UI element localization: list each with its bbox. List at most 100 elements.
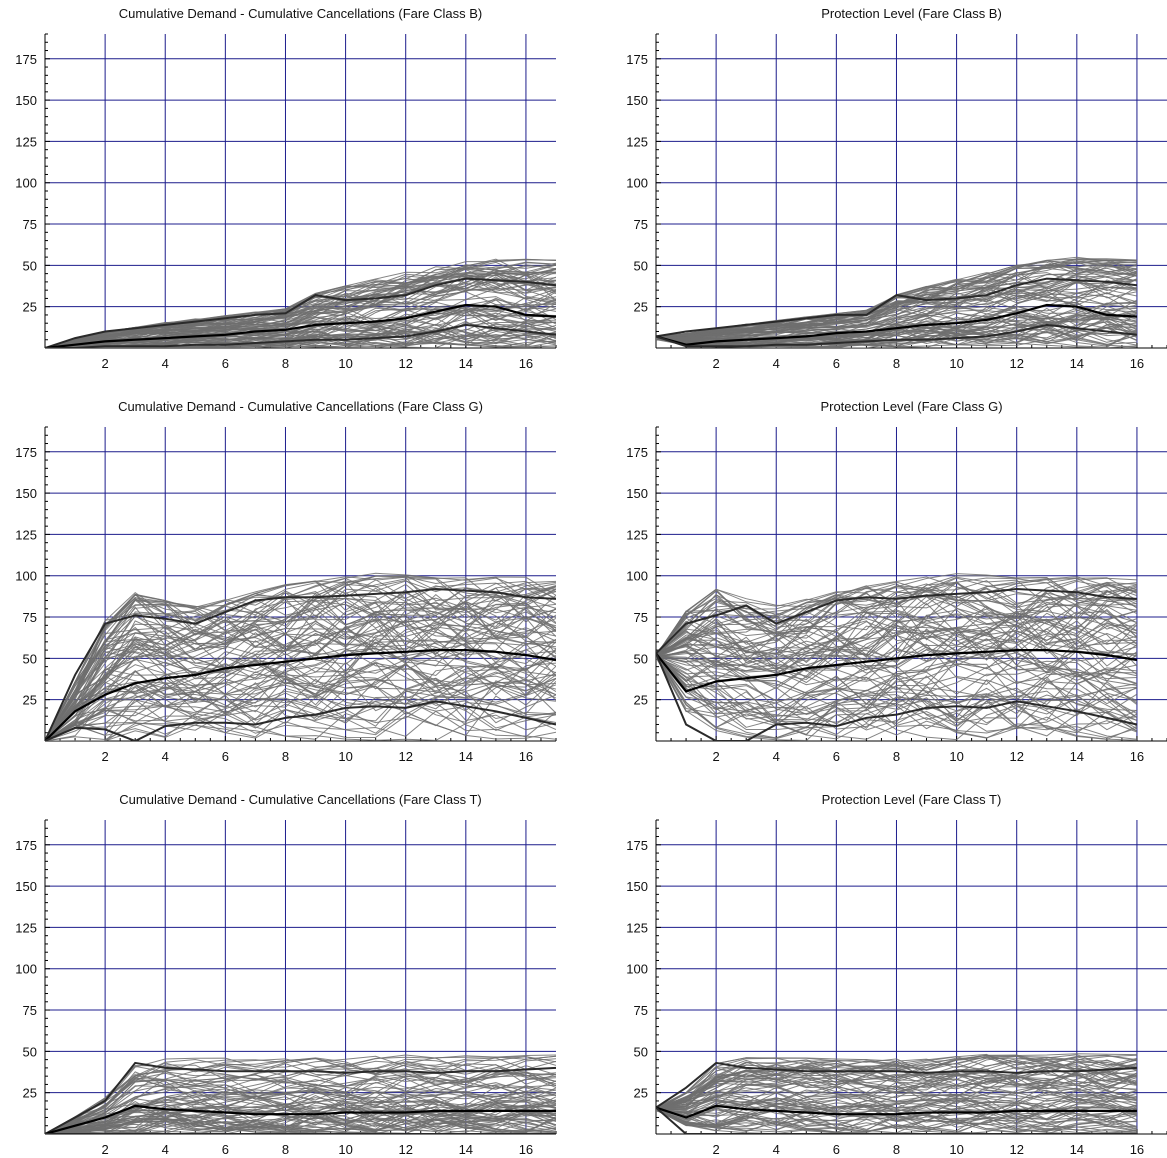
y-tick-label: 25 (23, 693, 37, 708)
trajectory-line (656, 637, 1137, 702)
trajectory-line (45, 576, 556, 741)
trajectory-line (45, 1054, 556, 1134)
series-line-mean (45, 303, 556, 348)
x-tick-label: 8 (893, 749, 900, 764)
trajectory-line (45, 577, 556, 741)
x-tick-label: 6 (833, 749, 840, 764)
panel-title: Protection Level (Fare Class T) (822, 792, 1002, 807)
series-line-mean (656, 303, 1137, 346)
series-line-upper (45, 587, 556, 741)
y-tick-label: 25 (634, 300, 648, 315)
trajectory-line (45, 672, 556, 741)
trajectory-line (656, 1091, 1138, 1118)
trajectory-line (45, 600, 556, 741)
trajectory-line (45, 268, 556, 348)
trajectory-line (656, 603, 1138, 668)
plot-area (656, 256, 1138, 348)
trajectory-line (656, 578, 1138, 656)
x-tick-label: 6 (222, 356, 229, 371)
trajectory-line (656, 580, 1137, 657)
trajectory-line (45, 324, 556, 348)
trajectory-line (45, 1100, 556, 1134)
trajectory-line (656, 1108, 1137, 1133)
x-tick-label: 4 (773, 1142, 780, 1157)
trajectory-line (45, 685, 556, 741)
x-tick-label: 14 (459, 356, 473, 371)
series-line-mean (656, 1104, 1137, 1119)
trajectory-line (45, 663, 556, 741)
trajectory-line (656, 655, 1138, 740)
y-tick-label: 100 (626, 176, 648, 191)
series-line-mean (45, 648, 556, 741)
trajectory-line (656, 573, 1138, 658)
trajectory-line (656, 1077, 1137, 1111)
trajectory-line (656, 653, 1138, 724)
y-tick-label: 150 (15, 93, 37, 108)
trajectory-line (45, 1085, 556, 1134)
trajectory-line (656, 279, 1137, 341)
x-tick-label: 2 (102, 1142, 109, 1157)
y-tick-label: 25 (634, 1086, 648, 1101)
trajectory-line (656, 292, 1138, 339)
x-tick-label: 10 (338, 749, 352, 764)
trajectory-line (656, 1054, 1137, 1110)
trajectory-line (45, 1118, 556, 1134)
trajectory-line (656, 1071, 1137, 1112)
y-tick-label: 25 (23, 1086, 37, 1101)
panel-title: Cumulative Demand - Cumulative Cancellat… (118, 399, 483, 414)
y-tick-label: 175 (626, 838, 648, 853)
y-tick-label: 175 (15, 838, 37, 853)
trajectory-line (45, 1111, 556, 1134)
x-tick-label: 12 (1009, 1142, 1023, 1157)
trajectory-line (45, 1072, 556, 1134)
x-tick-label: 4 (162, 749, 169, 764)
trajectory-line (656, 600, 1138, 659)
trajectory-line (656, 595, 1137, 655)
panel-title: Cumulative Demand - Cumulative Cancellat… (119, 6, 482, 21)
plot-area (45, 258, 556, 348)
trajectory-line (656, 1080, 1138, 1111)
plot-area (656, 573, 1138, 741)
x-tick-label: 2 (102, 356, 109, 371)
trajectory-line (45, 281, 556, 348)
x-tick-label: 8 (282, 356, 289, 371)
trajectory-line (45, 642, 556, 741)
y-tick-label: 75 (23, 217, 37, 232)
trajectory-line (656, 1105, 1137, 1125)
trajectory-line (45, 278, 556, 348)
trajectory-line (656, 605, 1138, 662)
trajectory-line (656, 261, 1138, 338)
trajectory-line (45, 580, 556, 741)
y-tick-label: 150 (15, 486, 37, 501)
panel-cum-B: Cumulative Demand - Cumulative Cancellat… (15, 6, 557, 371)
y-tick-label: 100 (15, 569, 37, 584)
trajectory-line (656, 645, 1137, 694)
y-tick-label: 125 (626, 134, 648, 149)
trajectory-line (656, 618, 1137, 662)
x-tick-label: 16 (519, 1142, 533, 1157)
x-tick-label: 12 (398, 356, 412, 371)
trajectory-line (45, 1084, 556, 1134)
trajectory-line (45, 647, 556, 741)
trajectory-line (45, 682, 556, 741)
panel-title: Cumulative Demand - Cumulative Cancellat… (119, 792, 481, 807)
trajectory-line (45, 639, 556, 741)
trajectory-line (45, 697, 556, 741)
x-tick-label: 10 (949, 356, 963, 371)
trajectory-line (656, 1103, 1138, 1123)
panel-prot-T: Protection Level (Fare Class T) 25 50 75 100… (626, 792, 1167, 1157)
panel-prot-G: Protection Level (Fare Class G) 25 50 75 100… (626, 399, 1167, 764)
trajectory-line (656, 1109, 1137, 1128)
x-tick-label: 14 (1070, 749, 1084, 764)
trajectory-line (656, 1053, 1137, 1111)
trajectory-line (656, 1054, 1137, 1109)
trajectory-line (656, 278, 1138, 340)
x-tick-label: 6 (222, 749, 229, 764)
y-tick-label: 25 (23, 300, 37, 315)
trajectory-line (656, 1104, 1138, 1125)
trajectory-line (656, 1063, 1138, 1110)
trajectory-line (656, 313, 1138, 347)
trajectory-line (45, 601, 556, 741)
trajectory-line (45, 695, 556, 741)
